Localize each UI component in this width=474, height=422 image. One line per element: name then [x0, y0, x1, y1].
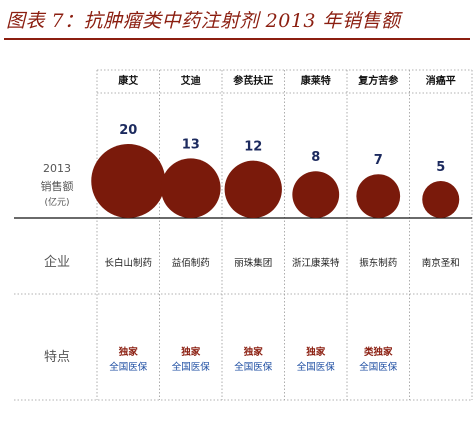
company-name: 浙江康莱特 — [292, 257, 340, 269]
value-label: 20 — [119, 123, 137, 138]
row-label-features: 特点 — [44, 350, 70, 365]
feature-insurance: 全国医保 — [109, 361, 148, 373]
value-label: 13 — [182, 137, 200, 152]
category-label: 艾迪 — [181, 74, 201, 87]
feature-exclusive: 独家 — [305, 346, 326, 358]
row-labels: 2013 销售额 (亿元) 企业 特点 — [41, 162, 74, 365]
feature-insurance: 全国医保 — [359, 361, 398, 373]
title-rule — [4, 38, 470, 40]
figure-title: 图表 7：抗肿瘤类中药注射剂 2013 年销售额 — [6, 10, 401, 32]
sales-bubble — [356, 174, 401, 218]
sales-bubble — [160, 158, 221, 218]
feature-exclusive: 独家 — [243, 346, 264, 358]
sales-bubble — [292, 171, 340, 219]
row-label-company: 企业 — [44, 254, 70, 270]
feature-exclusive: 独家 — [118, 346, 139, 358]
value-label: 12 — [244, 140, 262, 155]
row-label-sales: 销售额 — [41, 179, 74, 193]
company-name: 长白山制药 — [104, 257, 152, 269]
category-label: 消癌平 — [426, 74, 456, 87]
feature-exclusive: 独家 — [180, 346, 201, 358]
category-label: 康艾 — [118, 74, 138, 87]
company-name: 益佰制药 — [172, 257, 210, 269]
company-name: 南京圣和 — [422, 257, 460, 269]
category-label: 参芪扶正 — [233, 74, 273, 87]
sales-bubble — [91, 144, 166, 218]
row-label-year: 2013 — [43, 162, 71, 175]
category-label: 康莱特 — [301, 74, 331, 87]
table-grid — [14, 69, 473, 401]
sales-bubble — [422, 181, 460, 218]
feature-exclusive: 类独家 — [364, 346, 393, 358]
feature-insurance: 全国医保 — [172, 361, 211, 373]
value-label: 8 — [311, 150, 320, 165]
value-label: 7 — [374, 153, 383, 168]
column-6: 消癌平 5 南京圣和 — [422, 74, 460, 269]
sales-bubble — [224, 160, 282, 218]
company-name: 丽珠集团 — [234, 257, 272, 269]
row-label-unit: (亿元) — [44, 196, 69, 208]
company-name: 振东制药 — [359, 257, 397, 269]
feature-insurance: 全国医保 — [297, 361, 336, 373]
feature-insurance: 全国医保 — [234, 361, 273, 373]
value-label: 5 — [436, 160, 445, 175]
category-label: 复方苦参 — [357, 74, 398, 87]
